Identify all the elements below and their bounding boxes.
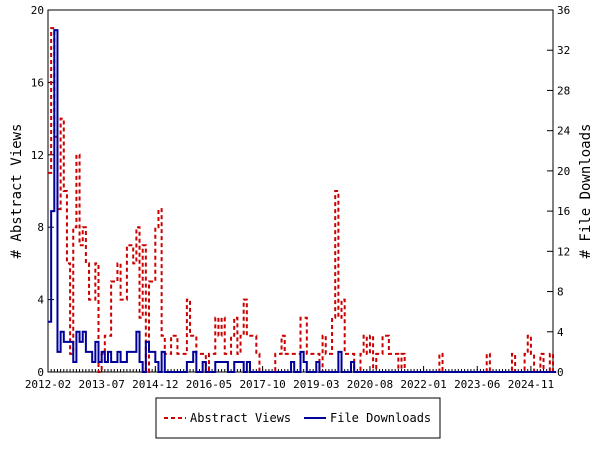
y-right-tick-label: 8 — [557, 286, 564, 299]
x-tick-label: 2024-11 — [508, 378, 554, 391]
y-right-tick-label: 12 — [557, 245, 570, 258]
legend-box — [155, 397, 441, 439]
y-right-tick-label: 32 — [557, 44, 570, 57]
y-left-tick-label: 20 — [31, 4, 44, 17]
y-left-tick-label: 0 — [37, 366, 44, 379]
y-right-tick-label: 0 — [557, 366, 564, 379]
legend-label-abstract-views: Abstract Views — [190, 411, 291, 425]
legend: Abstract Views File Downloads — [155, 397, 441, 439]
legend-label-file-downloads: File Downloads — [330, 411, 431, 425]
y-left-ticks: 0 4 8 12 16 20 — [31, 4, 54, 379]
x-tick-label: 2014-12 — [132, 378, 178, 391]
y-right-tick-label: 16 — [557, 205, 570, 218]
x-ticks: 2012-02 2013-07 2014-12 2016-05 2017-10 2019-… — [25, 366, 554, 391]
y-right-tick-label: 4 — [557, 326, 564, 339]
x-tick-label: 2013-07 — [78, 378, 124, 391]
series-layer — [48, 27, 557, 373]
x-tick-label: 2017-10 — [239, 378, 285, 391]
plot-area — [47, 9, 554, 373]
x-tick-label: 2012-02 — [25, 378, 71, 391]
y-right-tick-label: 28 — [557, 84, 570, 97]
x-tick-label: 2022-01 — [400, 378, 446, 391]
y-left-tick-label: 12 — [31, 149, 44, 162]
y-left-tick-label: 16 — [31, 76, 44, 89]
y-axis-right-title: # File Downloads — [578, 124, 594, 259]
y-left-tick-label: 4 — [37, 294, 44, 307]
y-right-tick-label: 36 — [557, 4, 570, 17]
x-tick-label: 2019-03 — [293, 378, 339, 391]
y-axis-left-title: # Abstract Views — [9, 124, 25, 259]
series-line-abstract-views — [48, 27, 557, 373]
y-right-tick-label: 24 — [557, 125, 571, 138]
x-tick-label: 2016-05 — [186, 378, 232, 391]
x-tick-label: 2023-06 — [454, 378, 500, 391]
y-right-ticks: 0 4 8 12 16 20 24 28 32 36 — [547, 4, 571, 379]
series-line-file-downloads — [48, 29, 557, 373]
x-tick-label: 2020-08 — [347, 378, 393, 391]
y-left-tick-label: 8 — [37, 221, 44, 234]
y-right-tick-label: 20 — [557, 165, 570, 178]
